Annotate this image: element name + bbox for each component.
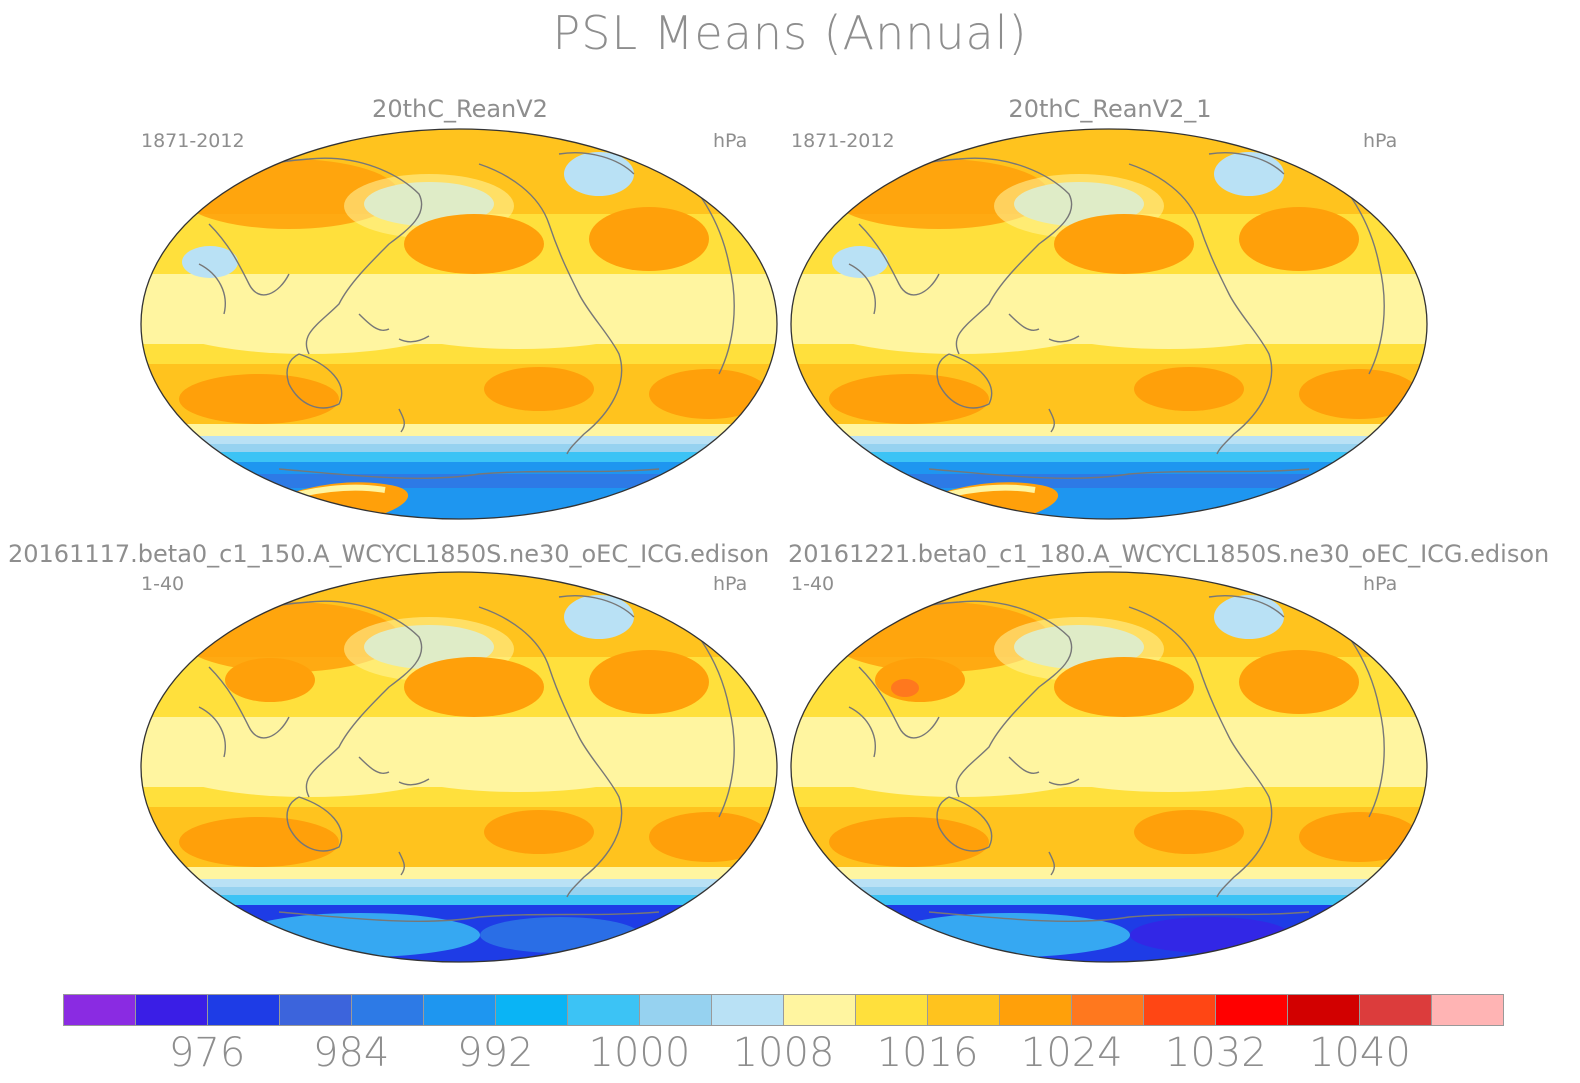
- colorbar-tick-label: 976: [168, 1030, 246, 1076]
- panel-2-period: 1871-2012: [791, 130, 895, 152]
- colorbar-swatch: [640, 995, 712, 1025]
- colorbar-tick-label: 1024: [1020, 1030, 1123, 1076]
- colorbar: [63, 994, 1504, 1026]
- colorbar-tick-label: 1016: [876, 1030, 979, 1076]
- panel-3-title: 20161117.beta0_c1_150.A_WCYCL1850S.ne30_…: [8, 540, 770, 568]
- colorbar-swatch: [1144, 995, 1216, 1025]
- panel-2-units: hPa: [1363, 130, 1398, 152]
- colorbar-tick-label: 1040: [1308, 1030, 1411, 1076]
- panel-1-title: 20thC_ReanV2: [372, 95, 548, 123]
- panel-3-units: hPa: [713, 573, 748, 595]
- panel-1-period: 1871-2012: [141, 130, 245, 152]
- colorbar-swatch: [1360, 995, 1432, 1025]
- map-2-border: [790, 128, 1428, 520]
- colorbar-swatch: [208, 995, 280, 1025]
- map-3-border: [140, 571, 778, 963]
- map-1-border: [140, 128, 778, 520]
- colorbar-tick-label: 1008: [732, 1030, 835, 1076]
- colorbar-swatch: [928, 995, 1000, 1025]
- colorbar-tick-label: 984: [313, 1030, 390, 1076]
- map-panel-2: [791, 129, 1427, 519]
- map-panel-3: [141, 572, 777, 962]
- colorbar-swatch: [856, 995, 928, 1025]
- colorbar-tick-label: 1032: [1164, 1030, 1267, 1076]
- panel-3-period: 1-40: [141, 573, 185, 595]
- colorbar-swatch: [1432, 995, 1503, 1025]
- colorbar-tick-label: 992: [457, 1030, 534, 1076]
- colorbar-swatch: [1072, 995, 1144, 1025]
- colorbar-swatch: [496, 995, 568, 1025]
- colorbar-swatch: [1288, 995, 1360, 1025]
- panel-4-title: 20161221.beta0_c1_180.A_WCYCL1850S.ne30_…: [788, 540, 1550, 568]
- panel-2-title: 20thC_ReanV2_1: [1008, 95, 1212, 123]
- panel-4-units: hPa: [1363, 573, 1398, 595]
- colorbar-swatch: [424, 995, 496, 1025]
- map-panel-4: [791, 572, 1427, 962]
- colorbar-swatch: [568, 995, 640, 1025]
- colorbar-swatch: [712, 995, 784, 1025]
- colorbar-swatch: [352, 995, 424, 1025]
- colorbar-swatch: [280, 995, 352, 1025]
- colorbar-swatch: [136, 995, 208, 1025]
- colorbar-swatch: [64, 995, 136, 1025]
- colorbar-swatch: [1216, 995, 1288, 1025]
- panel-4-period: 1-40: [791, 573, 835, 595]
- panel-1-units: hPa: [713, 130, 748, 152]
- colorbar-tick-label: 1000: [588, 1030, 691, 1076]
- figure-title: PSL Means (Annual): [552, 6, 1028, 60]
- map-panel-1: [141, 129, 777, 519]
- colorbar-swatch: [784, 995, 856, 1025]
- colorbar-swatch: [1000, 995, 1072, 1025]
- map-4-border: [790, 571, 1428, 963]
